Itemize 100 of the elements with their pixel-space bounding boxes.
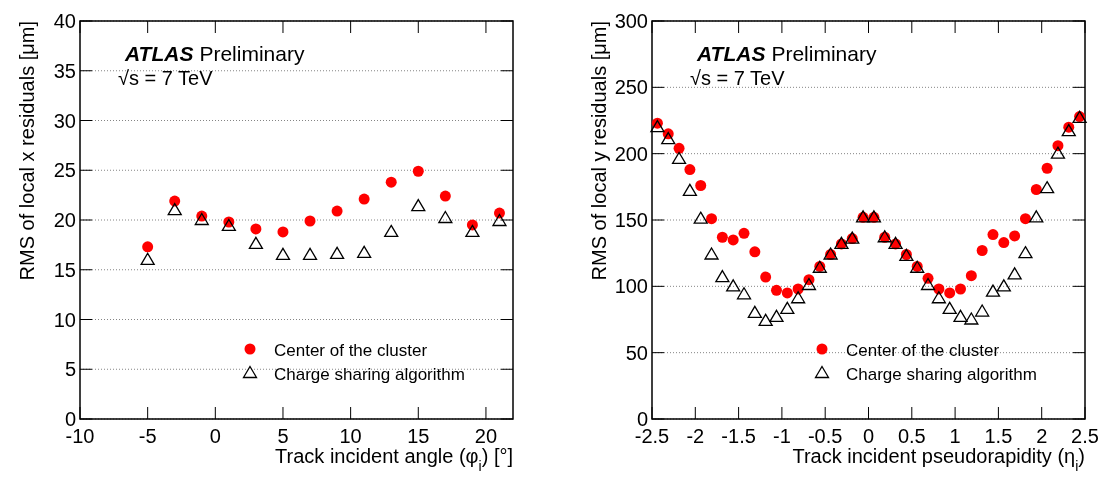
point bbox=[650, 119, 665, 133]
y-tick-label: 25 bbox=[53, 159, 76, 182]
point bbox=[275, 247, 291, 260]
y-axis-title: RMS of local y residuals [μm] bbox=[588, 21, 610, 281]
point bbox=[411, 198, 426, 212]
point bbox=[693, 211, 708, 224]
x-tick-label: 20 bbox=[474, 425, 498, 447]
x-tick-label: 1.5 bbox=[984, 425, 1013, 447]
point bbox=[769, 309, 784, 322]
point bbox=[673, 142, 685, 154]
x-tick-label: 0.5 bbox=[897, 425, 926, 447]
point bbox=[780, 301, 795, 315]
point bbox=[987, 229, 999, 241]
x-tick-label: 2 bbox=[1036, 425, 1048, 447]
point bbox=[706, 213, 718, 225]
point bbox=[438, 210, 453, 224]
legend-label: Charge sharing algorithm bbox=[274, 365, 465, 384]
point bbox=[801, 277, 817, 291]
y-tick-label: 20 bbox=[53, 209, 76, 231]
point bbox=[357, 245, 372, 258]
x-tick-label: 15 bbox=[407, 425, 430, 447]
point bbox=[384, 224, 399, 238]
y-tick-label: 200 bbox=[614, 142, 648, 165]
y-tick-label: 5 bbox=[64, 358, 76, 381]
point bbox=[738, 227, 750, 239]
point bbox=[770, 284, 782, 296]
point bbox=[976, 245, 988, 257]
point bbox=[331, 205, 343, 217]
x-tick-label: 10 bbox=[339, 425, 362, 447]
point bbox=[671, 151, 687, 165]
point bbox=[1018, 246, 1033, 259]
point bbox=[221, 218, 236, 232]
point bbox=[1061, 123, 1076, 137]
y-axis-title: RMS of local x residuals [μm] bbox=[16, 21, 38, 281]
y-tick-label: 30 bbox=[53, 109, 76, 132]
y-tick-label: 150 bbox=[614, 209, 648, 231]
x-tick-label: 1 bbox=[949, 425, 961, 447]
point bbox=[715, 269, 730, 283]
point bbox=[194, 212, 209, 226]
point bbox=[781, 287, 793, 299]
x-tick-label: -0.5 bbox=[807, 425, 843, 447]
point bbox=[747, 305, 762, 319]
point bbox=[964, 312, 979, 325]
x-axis-title: Track incident angle (φ$_{i}$) [°] bbox=[275, 445, 513, 474]
point bbox=[248, 236, 264, 250]
legend-label: Center of the cluster bbox=[274, 341, 428, 360]
x-tick-label: -5 bbox=[138, 425, 157, 447]
point bbox=[1039, 181, 1055, 194]
point bbox=[1007, 267, 1022, 280]
point bbox=[931, 291, 947, 304]
point bbox=[439, 190, 451, 202]
x-tick-label: -1.5 bbox=[721, 425, 756, 447]
point bbox=[920, 277, 936, 291]
point bbox=[277, 226, 289, 238]
point bbox=[955, 283, 967, 295]
point bbox=[329, 246, 345, 259]
annotation: ATLAS bbox=[124, 42, 194, 65]
point bbox=[758, 313, 773, 326]
point bbox=[682, 183, 698, 196]
point bbox=[998, 237, 1010, 249]
point bbox=[684, 164, 696, 176]
annotation: Preliminary bbox=[771, 42, 877, 65]
y-tick-label: 250 bbox=[614, 76, 648, 99]
point bbox=[492, 213, 507, 227]
annotation: √s = 7 TeV bbox=[118, 67, 214, 89]
point bbox=[975, 304, 990, 317]
point bbox=[140, 252, 155, 265]
annotation: ATLAS bbox=[696, 42, 766, 65]
point bbox=[302, 247, 318, 260]
point bbox=[965, 270, 977, 282]
y-tick-label: 100 bbox=[614, 275, 648, 298]
point bbox=[716, 231, 728, 243]
point bbox=[760, 271, 772, 283]
y-tick-label: 15 bbox=[53, 258, 76, 281]
point bbox=[1030, 183, 1042, 195]
point bbox=[661, 131, 676, 145]
annotation: Preliminary bbox=[199, 42, 305, 65]
point bbox=[1019, 213, 1031, 225]
legend-label: Charge sharing algorithm bbox=[846, 365, 1037, 384]
point bbox=[167, 202, 182, 216]
annotation: √s = 7 TeV bbox=[690, 67, 786, 89]
x-axis-title: Track incident pseudorapidity (η$_{i}$) bbox=[792, 445, 1085, 474]
point bbox=[1050, 146, 1066, 159]
point bbox=[726, 279, 741, 292]
y-tick-label: 40 bbox=[53, 10, 76, 32]
point bbox=[1041, 162, 1053, 174]
point bbox=[749, 246, 761, 258]
point bbox=[790, 291, 806, 304]
point bbox=[250, 223, 262, 235]
point bbox=[142, 241, 154, 253]
legend-label: Center of the cluster bbox=[846, 341, 1000, 360]
point bbox=[1009, 230, 1021, 242]
point bbox=[704, 247, 719, 260]
point bbox=[953, 309, 968, 322]
point bbox=[358, 193, 370, 205]
point bbox=[996, 279, 1011, 292]
y-tick-label: 10 bbox=[53, 308, 76, 331]
point bbox=[942, 301, 957, 315]
point bbox=[304, 215, 316, 227]
x-tick-label: -2 bbox=[686, 425, 705, 447]
